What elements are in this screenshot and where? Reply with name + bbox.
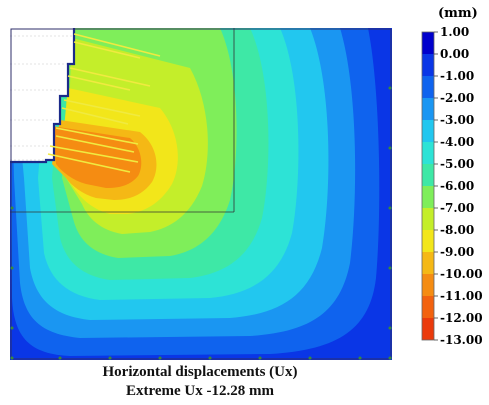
colorbar-label: -7.00 <box>440 201 474 215</box>
colorbar-label: -9.00 <box>440 245 474 259</box>
reference-frame <box>10 28 235 213</box>
colorbar-label: -6.00 <box>440 179 474 193</box>
excavation-mesh <box>10 35 74 161</box>
excavation-zone <box>10 28 74 162</box>
colorbar-label: -13.00 <box>440 333 483 347</box>
soil-anchors <box>47 33 161 173</box>
boundary-nodes <box>10 86 392 360</box>
model-boundary <box>10 28 392 360</box>
colorbar-label: -5.00 <box>440 157 474 171</box>
colorbar-segment <box>422 296 434 318</box>
contour-band <box>52 126 142 188</box>
colorbar-segment <box>422 76 434 98</box>
colorbar-svg: 1.00 0.00 -1.00 -2.00 -3.00 -4.00 -5.00 -6.00 -7… <box>421 25 483 347</box>
colorbar-segment <box>422 274 434 296</box>
displacement-contour-plot <box>10 28 392 360</box>
figure-caption-extreme: Extreme Ux -12.28 mm <box>125 383 274 399</box>
colorbar-segment <box>422 32 434 54</box>
colorbar-label: -4.00 <box>440 135 474 149</box>
colorbar-segment <box>422 186 434 208</box>
colorbar-label: 1.00 <box>440 25 469 39</box>
colorbar-segment <box>422 208 434 230</box>
colorbar-segment <box>422 142 434 164</box>
colorbar-segment <box>422 54 434 76</box>
colorbar-label: -1.00 <box>440 69 474 83</box>
colorbar-segment <box>422 120 434 142</box>
figure-caption-title: Horizontal displacements (Ux) <box>102 364 298 380</box>
retaining-wall <box>10 28 76 164</box>
colorbar-segment <box>422 98 434 120</box>
colorbar-label: 0.00 <box>440 47 469 61</box>
colorbar-segment <box>422 318 434 340</box>
colorbar-label: -10.00 <box>440 267 483 281</box>
colorbar-unit: (mm) <box>438 6 478 21</box>
colorbar-label: -12.00 <box>440 311 483 325</box>
contour-svg <box>10 28 392 360</box>
colorbar-label: -8.00 <box>440 223 474 237</box>
colorbar: 1.00 0.00 -1.00 -2.00 -3.00 -4.00 -5.00 -6.00 -7… <box>416 4 489 364</box>
colorbar-segment <box>422 164 434 186</box>
colorbar-segment <box>422 230 434 252</box>
colorbar-label: -2.00 <box>440 91 474 105</box>
colorbar-label: -3.00 <box>440 113 474 127</box>
colorbar-segment <box>422 252 434 274</box>
colorbar-label: -11.00 <box>440 289 483 303</box>
